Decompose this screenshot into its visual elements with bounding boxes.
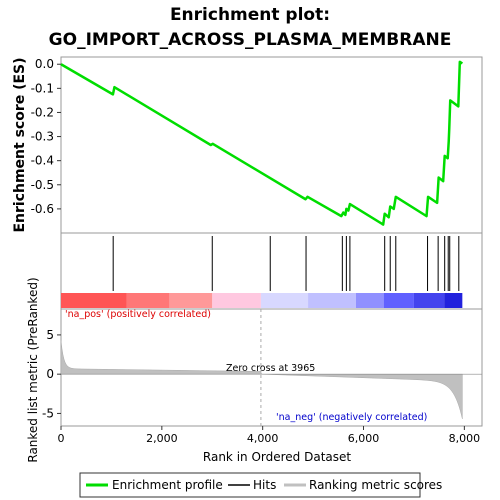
metric-tick-label: 0 [46,367,54,381]
heat-segment [413,293,445,308]
enrichment-profile-line [60,60,464,226]
x-tick-label: 4,000 [247,432,279,445]
heat-segment [126,293,170,308]
hits-layer [112,236,460,291]
zero-cross-label: Zero cross at 3965 [226,363,315,374]
es-y-ticks: 0.0 -0.1 -0.2 -0.3 -0.4 -0.5 -0.6 [31,57,61,216]
metric-tick-label: 5 [46,328,54,342]
es-tick-label: -0.2 [31,105,54,119]
x-tick-label: 6,000 [348,432,380,445]
chart-title-line2: GO_IMPORT_ACROSS_PLASMA_MEMBRANE [49,30,452,50]
es-tick-label: -0.1 [31,81,54,95]
heat-segment [308,293,356,308]
legend-enrichment-label: Enrichment profile [112,478,223,492]
x-tick-label: 8,000 [449,432,481,445]
metric-tick-label: -5 [42,406,54,420]
es-tick-label: -0.5 [31,178,54,192]
heat-segment [355,293,384,308]
es-tick-label: -0.4 [31,154,54,168]
metric-area-layer [60,340,482,419]
chart-title-line1: Enrichment plot: [170,5,330,25]
x-tick-label: 0 [58,432,65,445]
pos-correlated-label: 'na_pos' (positively correlated) [65,309,211,320]
metric-panel-frame [60,308,483,427]
es-tick-label: -0.3 [31,130,54,144]
enrichment-profile-layer [60,60,464,226]
es-tick-label: -0.6 [31,202,54,216]
es-tick-label: 0.0 [35,57,54,71]
heat-segment [61,293,127,308]
ranking-heat-bar [61,293,463,308]
heat-segment [444,293,463,308]
es-panel-frame [60,56,483,234]
legend-hits-label: Hits [253,478,276,492]
x-axis-ticks: 0 2,000 4,000 6,000 8,000 [58,426,481,445]
neg-correlated-label: 'na_neg' (negatively correlated) [276,412,427,423]
metric-axis-label: Ranked list metric (PreRanked) [26,277,40,462]
es-axis-label: Enrichment score (ES) [12,57,28,232]
heat-segment [212,293,261,308]
heat-segment [169,293,213,308]
x-tick-label: 2,000 [146,432,178,445]
legend-metric-label: Ranking metric scores [309,478,442,492]
metric-y-ticks: 5 0 -5 [42,328,61,420]
heat-segment [383,293,414,308]
heat-segment [260,293,309,308]
x-axis-label: Rank in Ordered Dataset [203,450,351,464]
